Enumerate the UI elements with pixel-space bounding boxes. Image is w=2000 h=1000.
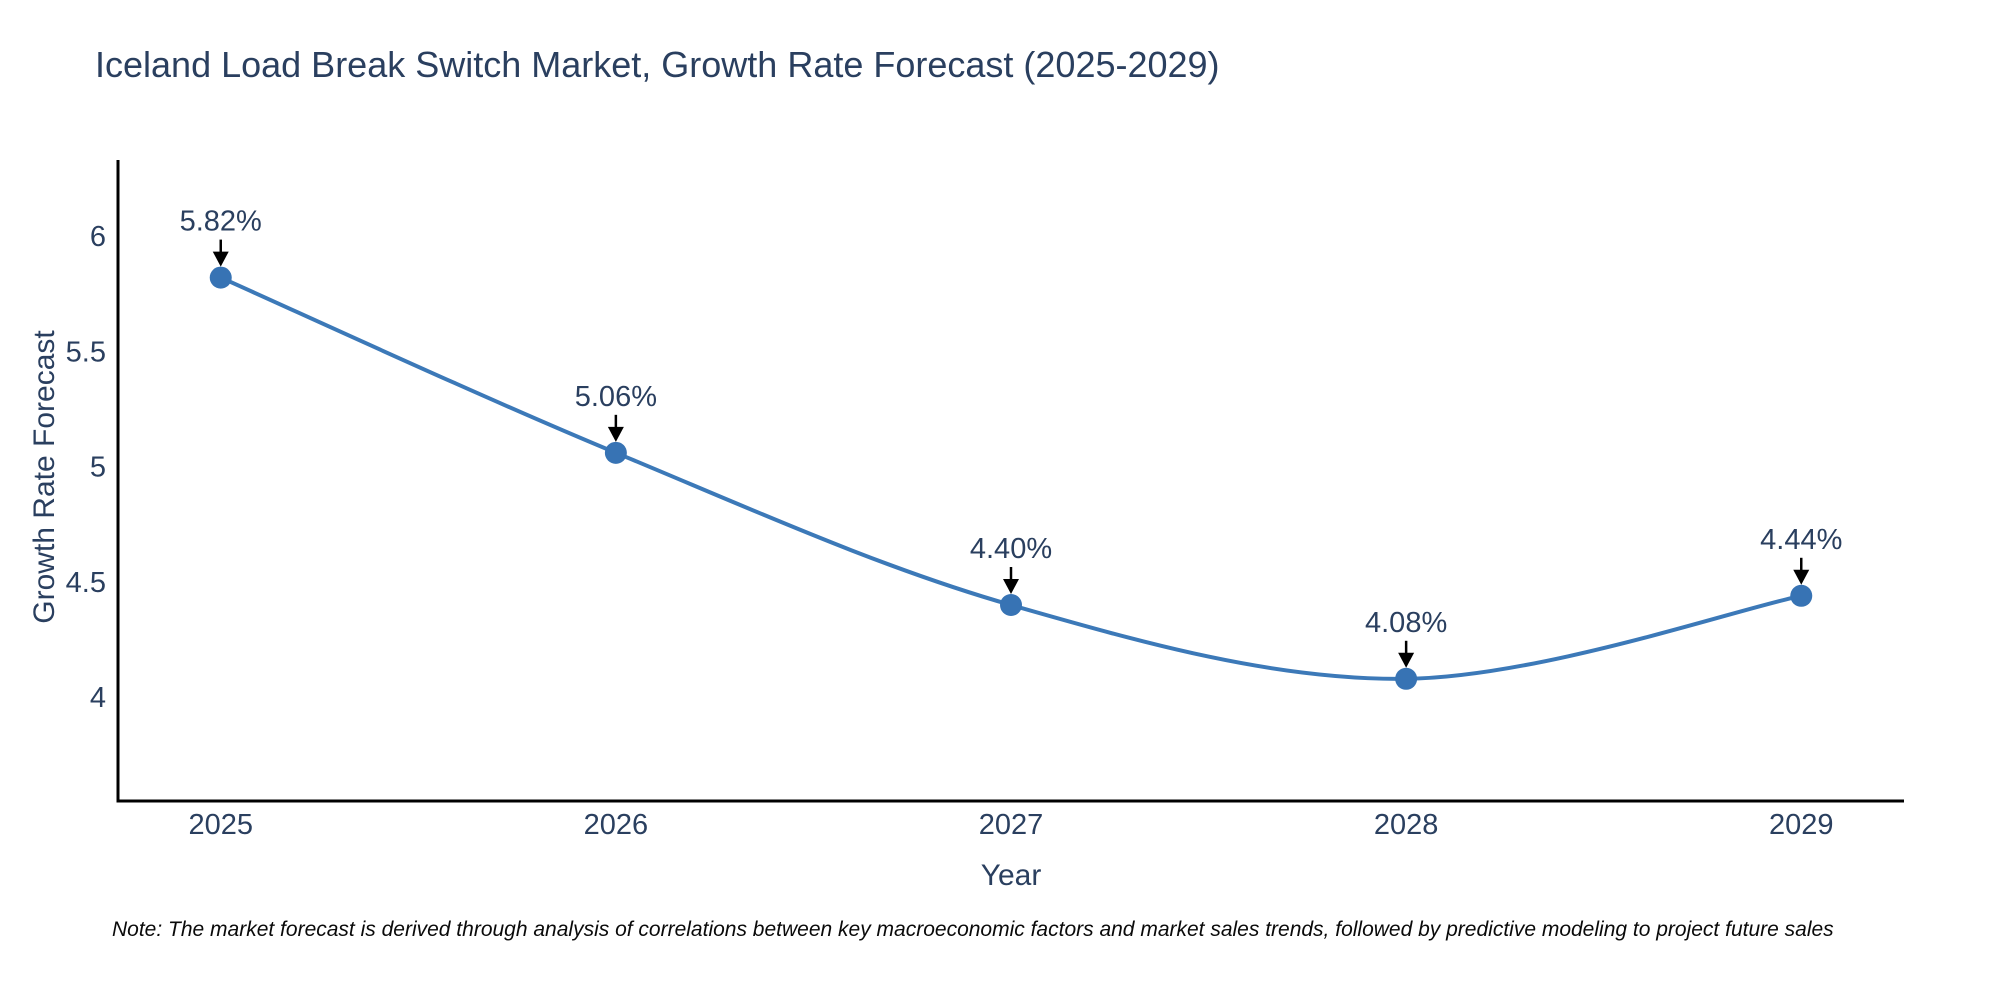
point-value-label: 4.44% <box>1760 524 1842 556</box>
y-tick-label: 4 <box>90 682 106 714</box>
point-value-label: 4.40% <box>970 533 1052 565</box>
x-tick-label: 2028 <box>1374 809 1439 841</box>
data-point-marker <box>604 441 627 464</box>
y-axis-title: Growth Rate Forecast <box>28 330 61 624</box>
point-value-label: 5.82% <box>180 206 262 238</box>
point-value-label: 5.06% <box>575 381 657 413</box>
x-tick-label: 2026 <box>584 809 649 841</box>
footnote: Note: The market forecast is derived thr… <box>112 918 1834 941</box>
annotation-arrowhead <box>607 426 624 442</box>
y-tick-label: 6 <box>90 221 106 253</box>
annotation-arrowhead <box>1398 652 1415 668</box>
data-point-marker <box>1000 594 1022 617</box>
data-point-marker <box>1790 584 1813 607</box>
x-axis-title: Year <box>980 859 1042 892</box>
x-tick-label: 2025 <box>188 809 253 841</box>
x-tick-label: 2027 <box>979 809 1044 841</box>
x-tick-label: 2029 <box>1769 809 1834 841</box>
annotation-arrowhead <box>212 251 229 267</box>
chart-title: Iceland Load Break Switch Market, Growth… <box>95 44 1220 85</box>
y-tick-label: 5 <box>90 452 106 484</box>
y-tick-label: 4.5 <box>66 567 106 599</box>
annotation-arrowhead <box>1793 569 1810 585</box>
point-value-label: 4.08% <box>1365 607 1447 639</box>
annotation-arrowhead <box>1003 579 1019 595</box>
data-point-marker <box>1395 667 1418 690</box>
y-tick-label: 5.5 <box>66 336 106 368</box>
series-line <box>218 275 1804 681</box>
data-point-marker <box>209 266 232 289</box>
